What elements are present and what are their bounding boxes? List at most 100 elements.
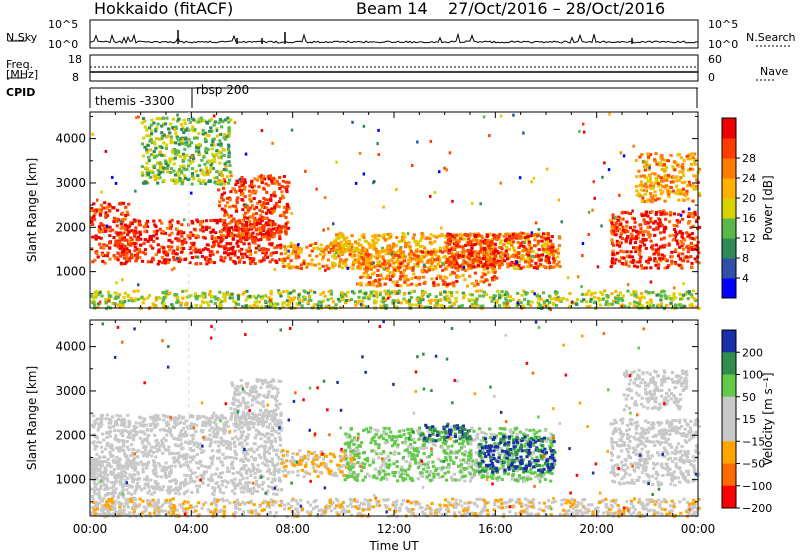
range-cell xyxy=(201,229,205,233)
range-cell xyxy=(177,460,181,464)
noise-cell xyxy=(302,261,306,265)
range-cell xyxy=(185,482,189,486)
range-cell xyxy=(208,129,212,133)
range-cell xyxy=(154,146,158,150)
range-cell xyxy=(372,290,376,294)
range-cell xyxy=(90,209,94,213)
noise-cell xyxy=(622,154,626,158)
range-cell xyxy=(609,265,613,269)
range-cell xyxy=(381,257,385,261)
range-cell xyxy=(183,240,187,244)
range-cell xyxy=(223,296,227,300)
range-cell xyxy=(476,264,480,268)
range-cell xyxy=(104,229,108,233)
range-cell xyxy=(95,453,99,456)
range-cell xyxy=(268,260,272,264)
range-cell xyxy=(674,248,678,252)
range-cell xyxy=(105,307,109,311)
range-cell xyxy=(252,235,256,239)
range-cell xyxy=(688,167,693,171)
range-cell xyxy=(671,165,675,169)
range-cell xyxy=(184,176,188,180)
range-cell xyxy=(631,228,635,232)
noise-cell xyxy=(215,129,219,132)
range-cell xyxy=(273,227,277,231)
range-cell xyxy=(412,233,416,237)
range-cell xyxy=(168,248,172,252)
noise-cell xyxy=(213,114,216,118)
range-cell xyxy=(613,261,617,265)
range-cell xyxy=(277,289,281,293)
range-cell xyxy=(190,219,194,223)
range-cell xyxy=(392,256,396,260)
range-cell xyxy=(643,213,647,217)
range-cell xyxy=(190,241,194,245)
range-cell xyxy=(323,253,327,257)
range-cell xyxy=(116,219,120,223)
range-cell xyxy=(102,474,106,478)
range-cell xyxy=(523,291,527,294)
range-cell xyxy=(268,242,272,246)
noise-cell xyxy=(135,116,138,120)
range-cell xyxy=(203,292,207,296)
range-cell xyxy=(257,300,262,304)
range-cell xyxy=(470,254,474,258)
range-cell xyxy=(424,237,428,241)
noise-cell xyxy=(241,219,244,223)
range-cell xyxy=(332,248,337,252)
range-cell xyxy=(476,257,480,261)
range-cell xyxy=(455,240,460,244)
range-cell xyxy=(313,263,317,267)
range-cell xyxy=(220,193,224,197)
range-cell xyxy=(255,223,259,227)
range-cell xyxy=(121,434,125,438)
range-cell xyxy=(179,122,183,126)
range-cell xyxy=(230,292,234,296)
range-cell xyxy=(522,258,526,262)
range-cell xyxy=(226,234,230,238)
noise-cell xyxy=(332,222,335,226)
range-cell xyxy=(209,300,213,304)
range-cell xyxy=(326,267,330,271)
range-cell xyxy=(368,281,372,284)
range-cell xyxy=(644,229,648,233)
range-cell xyxy=(454,242,458,246)
range-cell xyxy=(166,292,170,296)
range-cell xyxy=(517,251,521,255)
range-cell xyxy=(504,234,508,238)
range-cell xyxy=(151,246,155,250)
range-cell xyxy=(462,296,466,300)
range-cell xyxy=(222,425,227,429)
range-cell xyxy=(182,247,186,250)
noise-cell xyxy=(100,190,103,194)
noise-cell xyxy=(322,228,325,232)
range-cell xyxy=(423,305,427,309)
range-cell xyxy=(184,289,188,293)
noise-cell xyxy=(581,254,584,258)
range-cell xyxy=(656,252,661,255)
range-cell xyxy=(251,231,255,235)
range-cell xyxy=(270,181,275,185)
range-cell xyxy=(253,300,257,304)
range-cell xyxy=(231,296,235,300)
range-cell xyxy=(284,232,288,236)
range-cell xyxy=(195,218,199,222)
range-cell xyxy=(217,244,221,248)
range-cell xyxy=(179,169,183,173)
range-cell xyxy=(246,216,250,220)
range-cell xyxy=(128,241,132,245)
range-cell xyxy=(473,257,477,261)
range-cell xyxy=(293,250,297,254)
range-cell xyxy=(125,440,129,443)
range-cell xyxy=(695,178,699,182)
range-cell xyxy=(128,223,132,227)
range-cell xyxy=(144,222,148,226)
range-cell xyxy=(415,248,419,252)
range-cell xyxy=(250,225,254,229)
range-cell xyxy=(399,251,403,255)
range-cell xyxy=(671,238,675,242)
range-cell xyxy=(642,296,646,300)
range-cell xyxy=(270,258,274,262)
range-cell xyxy=(473,252,477,256)
range-cell xyxy=(427,268,431,272)
